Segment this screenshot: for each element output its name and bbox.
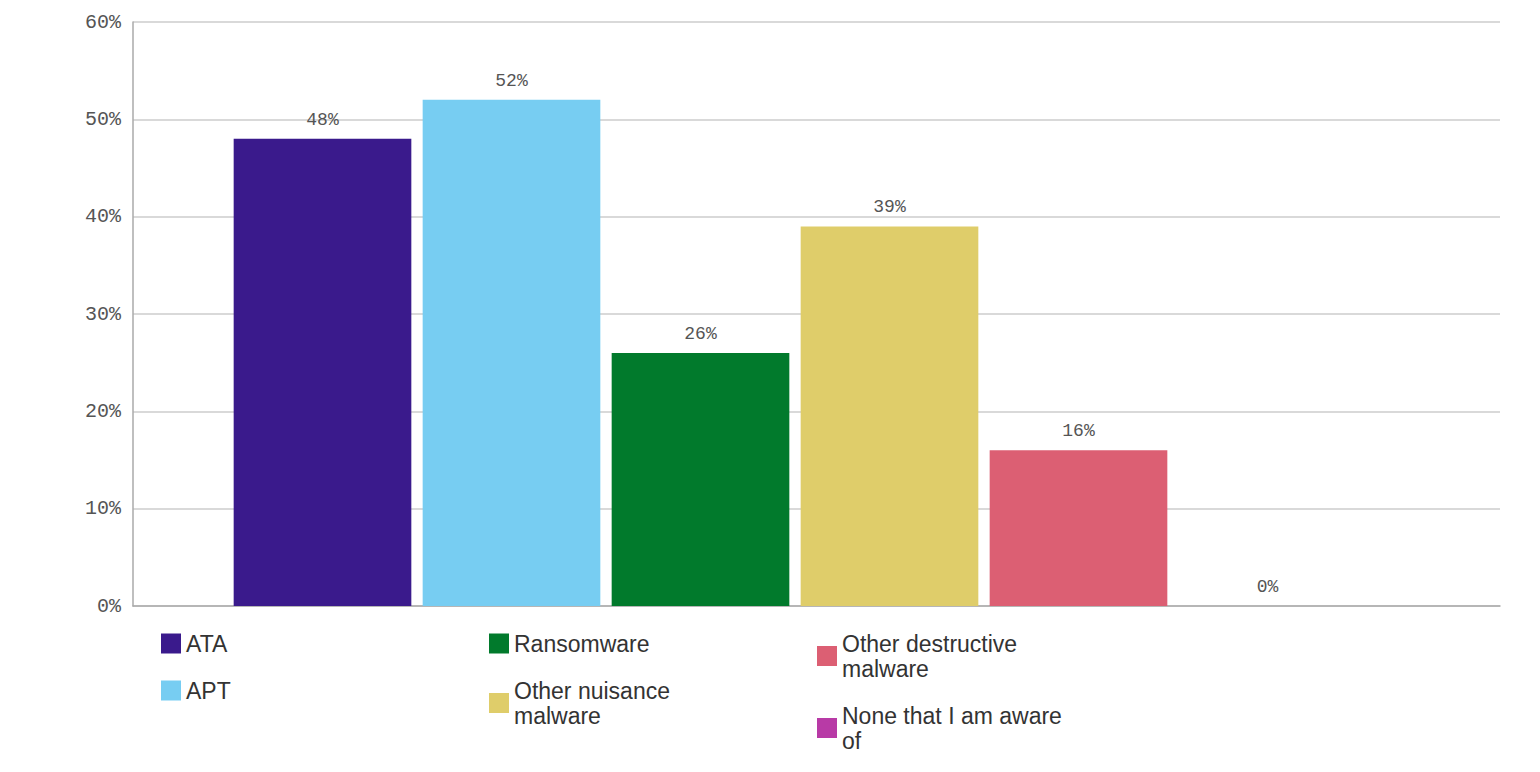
svg-text:0%: 0% xyxy=(97,595,122,618)
svg-text:30%: 30% xyxy=(85,303,122,326)
svg-text:malware: malware xyxy=(842,656,929,682)
svg-text:ATA: ATA xyxy=(186,631,228,657)
svg-text:10%: 10% xyxy=(85,497,122,520)
svg-text:Ransomware: Ransomware xyxy=(514,631,650,657)
svg-text:APT: APT xyxy=(186,678,231,704)
svg-text:None that I am aware: None that I am aware xyxy=(842,703,1068,729)
svg-text:Other destructive: Other destructive xyxy=(842,631,1024,657)
svg-text:26%: 26% xyxy=(684,324,717,344)
svg-text:60%: 60% xyxy=(85,11,122,34)
svg-text:of: of xyxy=(842,728,862,754)
svg-text:39%: 39% xyxy=(873,197,906,217)
svg-text:16%: 16% xyxy=(1062,421,1095,441)
svg-text:malware: malware xyxy=(514,703,601,729)
svg-text:Other nuisance: Other nuisance xyxy=(514,678,676,704)
svg-text:20%: 20% xyxy=(85,400,122,423)
svg-text:50%: 50% xyxy=(85,108,122,131)
svg-text:52%: 52% xyxy=(495,71,528,91)
svg-text:0%: 0% xyxy=(1257,577,1279,597)
svg-text:48%: 48% xyxy=(306,110,339,130)
svg-text:40%: 40% xyxy=(85,205,122,228)
